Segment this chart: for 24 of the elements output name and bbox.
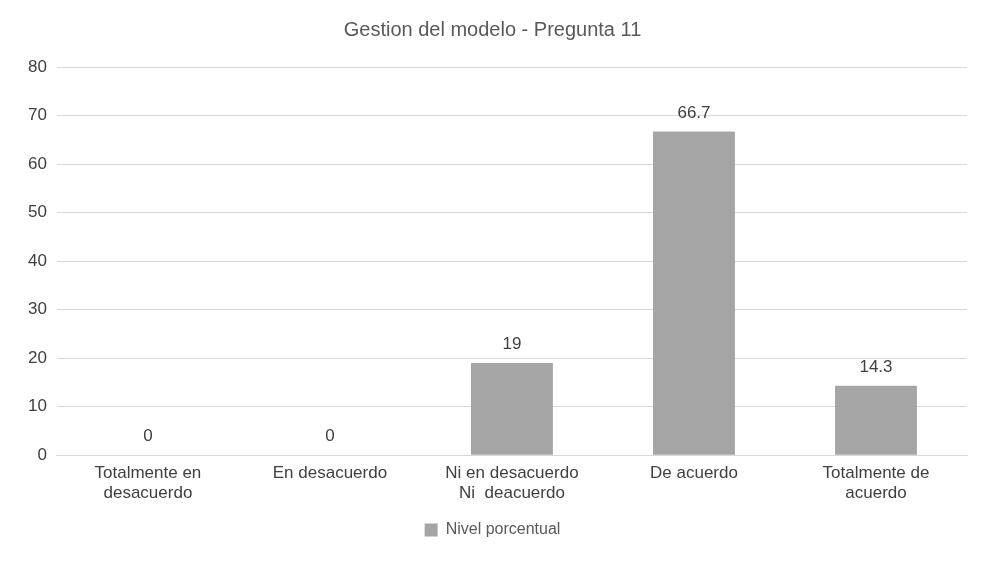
x-tick-label: En desacuerdo — [272, 463, 388, 483]
legend-label: Nivel porcentual — [445, 520, 561, 538]
x-tick-label: Totalmente en desacuerdo — [94, 463, 202, 503]
data-label: 19 — [502, 334, 522, 354]
data-label: 14.3 — [859, 357, 893, 376]
y-tick-label: 70 — [27, 105, 47, 125]
data-label: 0 — [325, 426, 335, 446]
data-label: 0 — [143, 426, 153, 446]
bar — [653, 131, 735, 455]
x-tick-label: De acuerdo — [650, 463, 738, 483]
y-tick-label: 60 — [27, 153, 47, 173]
y-tick-label: 0 — [37, 444, 47, 464]
y-tick-label: 50 — [27, 202, 47, 222]
data-label: 66.7 — [677, 102, 711, 122]
bar — [835, 385, 917, 455]
x-tick-label: Totalmente de acuerdo — [822, 463, 930, 503]
y-tick-label: 20 — [27, 347, 47, 367]
bar — [471, 363, 553, 455]
y-tick-label: 30 — [27, 299, 47, 319]
y-tick-label: 80 — [27, 56, 47, 76]
y-tick-label: 40 — [27, 250, 47, 270]
y-tick-label: 10 — [27, 396, 47, 416]
chart-title: Gestion del modelo - Pregunta 11 — [343, 17, 642, 40]
x-tick-label: Ni en desacuerdo Ni deacuerdo — [445, 463, 579, 503]
